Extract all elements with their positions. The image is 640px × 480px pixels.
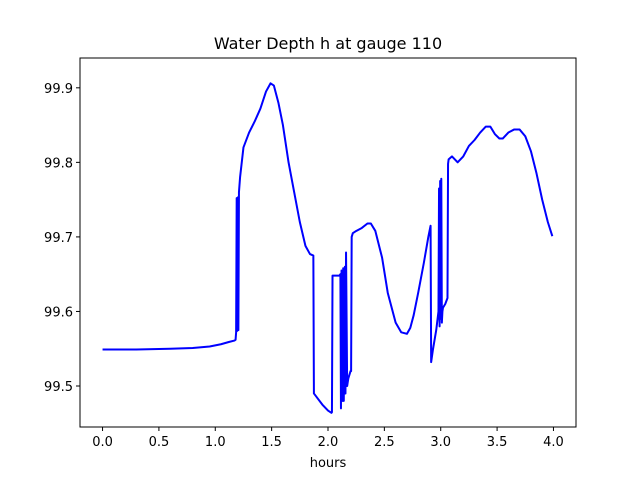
chart-title: Water Depth h at gauge 110 — [214, 34, 442, 53]
y-tick-label: 99.6 — [44, 305, 73, 320]
plot-area — [102, 82, 554, 414]
x-tick-label: 2.5 — [374, 435, 395, 450]
x-tick-label: 4.0 — [543, 435, 564, 450]
y-tick-label: 99.9 — [44, 82, 73, 97]
plot-frame — [79, 57, 577, 428]
x-tick-label: 3.5 — [487, 435, 508, 450]
y-tick-label: 99.8 — [44, 156, 73, 171]
y-axis-ticks: 99.5 99.6 99.7 99.8 99.9 — [44, 82, 80, 395]
y-tick-label: 99.5 — [44, 380, 73, 395]
series-line — [102, 82, 554, 414]
x-tick-label: 1.5 — [261, 435, 282, 450]
x-tick-label: 1.0 — [205, 435, 226, 450]
x-axis-label: hours — [310, 456, 347, 471]
x-tick-label: 0.5 — [149, 435, 170, 450]
x-axis-ticks: 0.0 0.5 1.0 1.5 2.0 2.5 3.0 3.5 4.0 — [92, 427, 564, 450]
x-tick-label: 3.0 — [430, 435, 451, 450]
x-tick-label: 2.0 — [318, 435, 339, 450]
y-tick-label: 99.7 — [44, 231, 73, 246]
x-tick-label: 0.0 — [92, 435, 113, 450]
